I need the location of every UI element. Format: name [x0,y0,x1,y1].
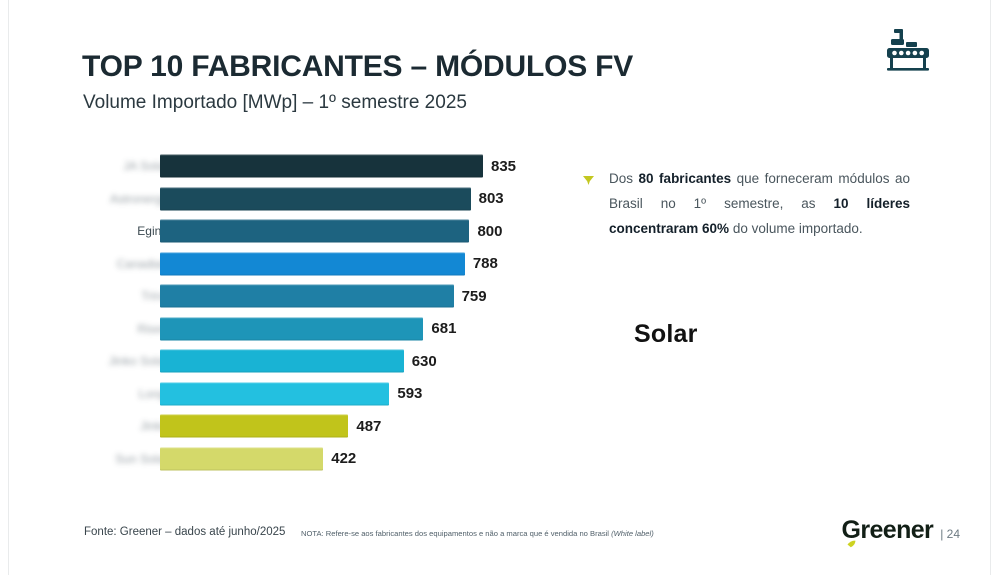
bar: 630 [160,349,437,373]
bar-row: Sun Solar 422 [60,443,560,476]
bar-value-label: 681 [431,320,457,338]
footer-source: Fonte: Greener – dados até junho/2025 [84,526,286,538]
bar-value-label: 422 [331,450,357,468]
bar-row: Risen 681 [60,313,560,346]
bar-row: Jinko 487 [60,410,560,443]
brand-logo: Greener | 24 [841,516,960,548]
bar-row: JA Solar 835 [60,150,560,183]
brand-name: Greener [841,516,934,548]
footer-note: NOTA: Refere-se aos fabricantes dos equi… [301,529,654,538]
bar-track: 487 [160,414,381,438]
bar-value-label: 630 [411,352,437,370]
bar-category-label: Jinko Solar [108,354,168,369]
bar: 593 [160,382,422,406]
bar-row: Longi 593 [60,378,560,411]
bar-category-label: Sun Solar [115,451,168,466]
bar-row: Astronergy 803 [60,183,560,216]
bar-chart: JA Solar 835 Astronergy 803 Eging 800 Canadian… [60,150,560,505]
leaf-icon [847,527,856,548]
bar: 487 [160,414,381,438]
slide-left-border [8,0,9,575]
bar-category-label: Astronergy [109,191,168,206]
triangle-bullet-icon [582,173,595,185]
bar-track: 788 [160,252,498,276]
bar-track: 630 [160,349,437,373]
bar: 788 [160,252,498,276]
bar-track: 759 [160,284,487,308]
bar-track: 800 [160,219,502,243]
bar: 835 [160,154,516,178]
slide-right-border [990,0,991,575]
bar-value-label: 800 [477,222,503,240]
bar: 422 [160,447,356,471]
bar: 681 [160,317,456,341]
bar-value-label: 803 [478,190,504,208]
annotation-callout: Dos 80 fabricantes que forneceram módulo… [580,166,910,241]
bar-category-label: JA Solar [123,159,168,174]
bar: 803 [160,187,504,211]
bar: 800 [160,219,502,243]
bar-value-label: 759 [461,287,487,305]
bar-track: 422 [160,447,356,471]
page-subtitle: Volume Importado [MWp] – 1º semestre 202… [83,92,467,113]
brand-name-text: Greener [841,516,934,544]
bar-category-label: Canadian [116,256,168,271]
factory-icon [881,25,935,73]
bar-row: Canadian 788 [60,248,560,281]
bar: 759 [160,284,487,308]
bar-track: 803 [160,187,504,211]
bar-value-label: 788 [472,255,498,273]
solar-overlay-label: Solar [634,320,698,348]
bar-row: Trina 759 [60,280,560,313]
bar-row: Eging 800 [60,215,560,248]
annotation-text: Dos 80 fabricantes que forneceram módulo… [609,171,910,236]
bar-track: 835 [160,154,516,178]
bar-track: 593 [160,382,422,406]
bar-value-label: 835 [491,157,517,175]
page-title: TOP 10 FABRICANTES – MÓDULOS FV [82,50,634,83]
bar-track: 681 [160,317,456,341]
bar-value-label: 593 [397,385,423,403]
page-number: | 24 [940,527,960,541]
bar-value-label: 487 [356,417,382,435]
bar-row: Jinko Solar 630 [60,345,560,378]
